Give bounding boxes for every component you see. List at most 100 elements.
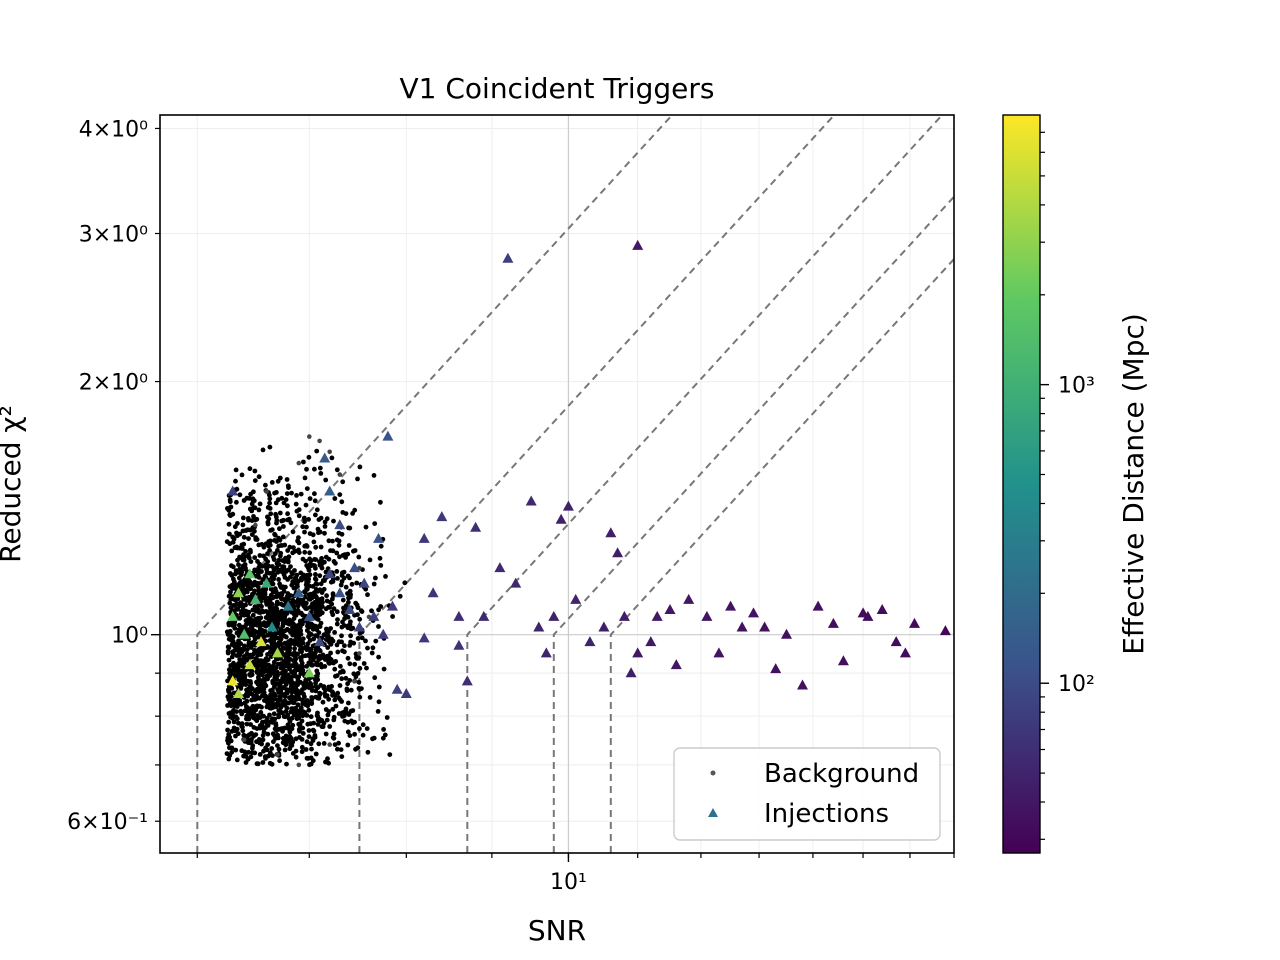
background-point (282, 694, 288, 699)
background-point (231, 596, 237, 602)
injection-point (418, 532, 430, 543)
background-point (322, 578, 327, 583)
background-point (283, 555, 288, 561)
injection-point (651, 610, 663, 621)
background-point (299, 697, 305, 703)
background-point (342, 649, 347, 655)
background-point (241, 737, 247, 742)
background-point (255, 630, 261, 635)
background-point (309, 699, 314, 705)
background-point (285, 700, 290, 706)
background-point (257, 740, 263, 746)
injection-point (632, 647, 644, 658)
background-point (355, 636, 361, 641)
background-point (263, 599, 269, 605)
background-point (311, 653, 316, 658)
background-point (353, 651, 359, 657)
background-point (275, 743, 280, 748)
background-point (339, 754, 345, 759)
background-point (317, 559, 322, 565)
injection-point (293, 587, 305, 598)
background-point (264, 704, 270, 710)
background-point (239, 569, 245, 575)
injection-point (233, 688, 244, 698)
background-point (289, 687, 295, 693)
background-point (285, 511, 290, 517)
background-point (278, 567, 283, 573)
background-point (338, 747, 344, 752)
background-point (315, 710, 320, 716)
background-point (302, 590, 308, 595)
background-point (301, 682, 307, 688)
background-point (326, 709, 332, 714)
background-point (376, 607, 381, 613)
background-point (308, 646, 314, 652)
background-point (369, 608, 374, 614)
background-point (294, 682, 299, 687)
background-point (243, 704, 249, 709)
background-point (296, 762, 302, 768)
background-point (307, 556, 312, 562)
background-point (278, 553, 283, 559)
background-point (313, 581, 319, 587)
background-point (315, 695, 321, 701)
background-point (326, 653, 331, 659)
background-point (281, 613, 287, 619)
background-point (246, 552, 251, 558)
background-point (330, 591, 336, 597)
background-point (341, 713, 347, 719)
background-point (274, 561, 280, 566)
background-point (380, 735, 386, 741)
background-series (224, 434, 408, 768)
injection-point (899, 647, 911, 658)
background-point (267, 760, 273, 766)
background-point (239, 472, 245, 478)
background-point (270, 687, 275, 693)
background-point (347, 594, 353, 600)
background-point (260, 737, 266, 743)
background-point (251, 711, 257, 716)
background-point (234, 716, 240, 722)
background-point (300, 725, 306, 731)
background-point (241, 753, 247, 759)
background-point (304, 466, 309, 472)
background-point (263, 615, 269, 620)
background-point (277, 510, 283, 516)
background-point (312, 498, 318, 504)
background-point (296, 637, 301, 643)
background-point (304, 486, 310, 491)
background-point (363, 638, 368, 644)
background-point (239, 661, 245, 667)
background-point (349, 581, 355, 587)
background-point (226, 521, 232, 527)
background-point (342, 643, 347, 649)
background-point (224, 751, 230, 756)
background-point (256, 507, 262, 513)
injection-point (261, 577, 272, 588)
background-point (232, 524, 238, 530)
background-point (254, 670, 260, 675)
background-point (283, 584, 288, 590)
background-point (248, 722, 254, 727)
background-point (282, 542, 288, 548)
injection-point (618, 610, 630, 621)
background-point (332, 742, 338, 747)
background-point (313, 680, 318, 686)
background-point (262, 677, 268, 682)
background-point (352, 661, 358, 667)
background-point (305, 623, 310, 629)
background-point (230, 511, 236, 517)
background-point (299, 749, 305, 755)
background-point (313, 674, 318, 680)
background-point (332, 496, 338, 501)
x-axis-title: SNR (528, 914, 586, 947)
background-point (303, 747, 309, 752)
background-point (296, 721, 302, 727)
background-point (319, 590, 325, 595)
injection-point (555, 513, 567, 524)
background-point (330, 538, 335, 544)
background-point (302, 529, 307, 535)
background-point (262, 693, 267, 699)
background-point (309, 688, 315, 693)
background-point (371, 581, 377, 587)
